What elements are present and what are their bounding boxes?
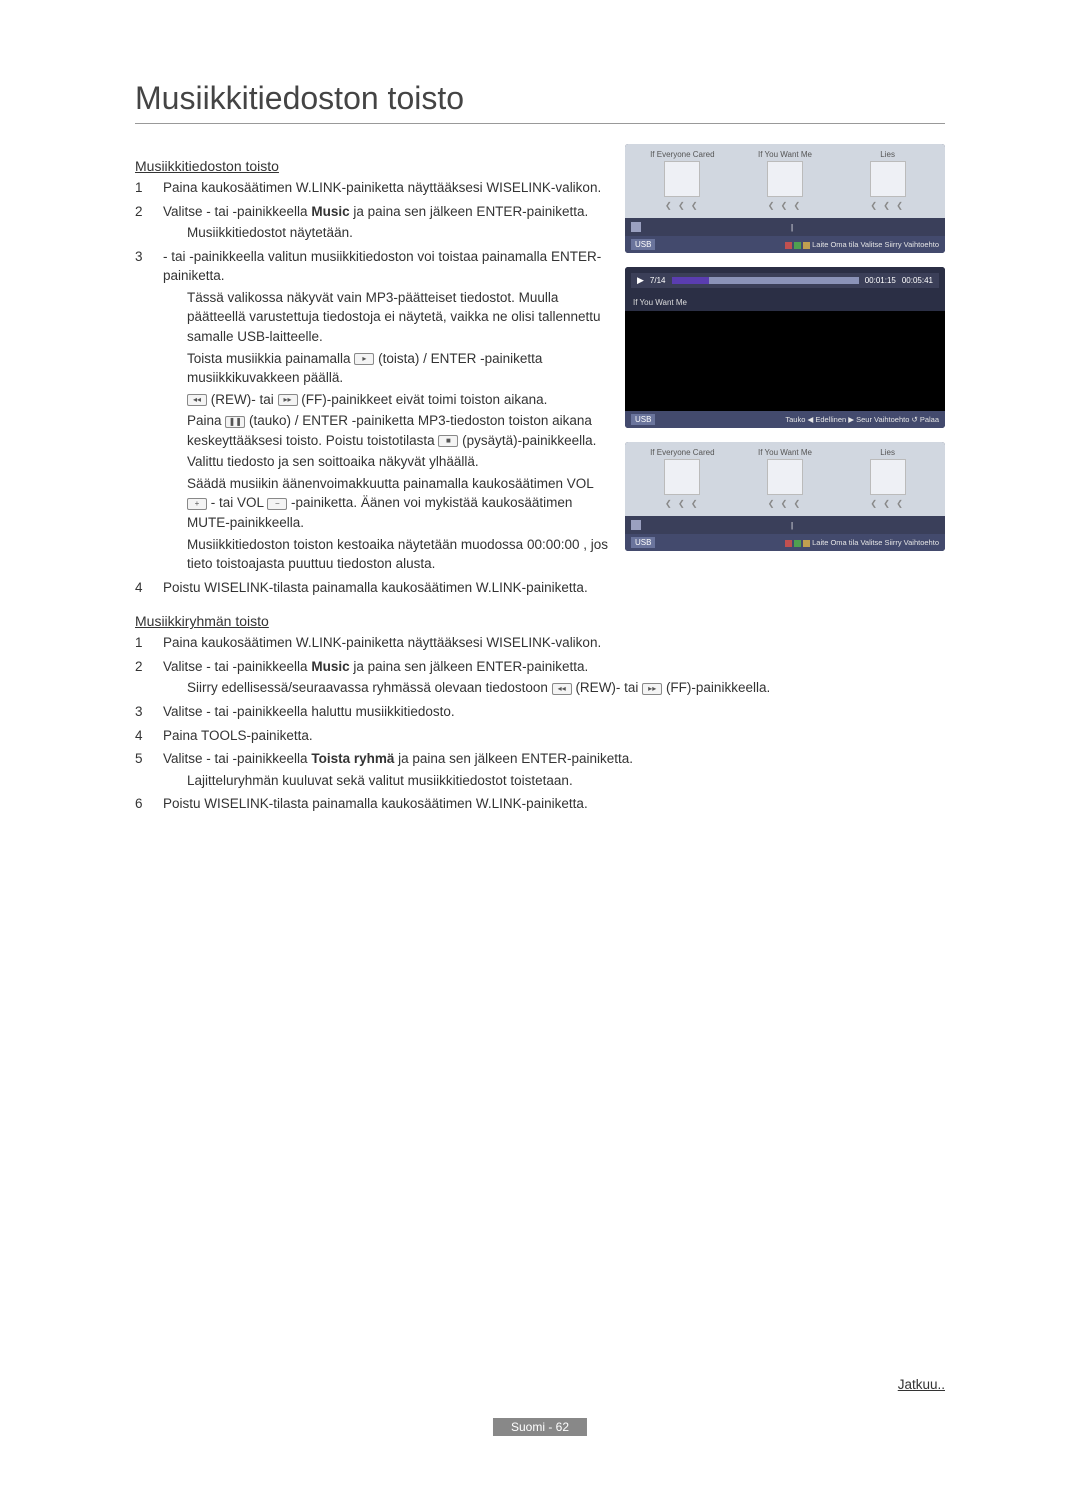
usb-chip: USB [631,414,655,425]
play-icon: ▸ [354,353,374,365]
stop-icon: ■ [438,435,458,447]
thumb-icon [870,161,906,197]
section1-heading: Musiikkitiedoston toisto [135,158,609,174]
thumb-icon [664,161,700,197]
ff-icon: ▸▸ [642,683,662,695]
s2-step3: 3 Valitse - tai -painikkeella haluttu mu… [135,702,945,724]
rew-icon: ◂◂ [187,394,207,406]
s1-step1: 1 Paina kaukosäätimen W.LINK-painiketta … [135,178,609,200]
usb-chip: USB [631,537,655,548]
s2-step4: 4 Paina TOOLS-painiketta. [135,726,945,748]
thumb-icon [767,459,803,495]
left-column: Musiikkitiedoston toisto 1 Paina kaukosä… [135,144,609,657]
thumb-icon [664,459,700,495]
section2-heading: Musiikkiryhmän toisto [135,613,609,629]
continue-link: Jatkuu.. [898,1377,945,1392]
menu-icon [631,520,641,530]
s1-step3: 3 - tai -painikkeella valitun musiikkiti… [135,247,609,576]
s2-step1: 1 Paina kaukosäätimen W.LINK-painiketta … [135,633,609,655]
play-indicator-icon: ▶ [637,275,644,286]
volup-icon: + [187,498,207,510]
usb-chip: USB [631,239,655,250]
thumb-icon [767,161,803,197]
voldown-icon: − [267,498,287,510]
thumb-panel-2: If Everyone Cared If You Want Me Lies ❮ … [625,442,945,551]
s1-step4: 4 Poistu WISELINK-tilasta painamalla kau… [135,578,609,600]
thumb-icon [870,459,906,495]
right-column: If Everyone Cared If You Want Me Lies ❮ … [625,144,945,657]
rew-icon: ◂◂ [552,683,572,695]
s2-step6: 6 Poistu WISELINK-tilasta painamalla kau… [135,794,945,816]
pause-icon: ❚❚ [225,416,245,428]
thumb-panel-1: If Everyone Cared If You Want Me Lies ❮ … [625,144,945,253]
s1-step2: 2 Valitse - tai -painikkeella Music ja p… [135,202,609,245]
page-number: Suomi - 62 [493,1418,587,1436]
menu-icon [631,222,641,232]
player-viewport [625,311,945,411]
progress-bar [672,277,859,284]
ff-icon: ▸▸ [278,394,298,406]
player-panel: ▶ 7/14 00:01:15 00:05:41 If You Want Me … [625,267,945,428]
page-title: Musiikkitiedoston toisto [135,80,945,124]
s2-step2: 2 Valitse - tai -painikkeella Music ja p… [135,657,945,700]
s2-step5: 5 Valitse - tai -painikkeella Toista ryh… [135,749,945,792]
